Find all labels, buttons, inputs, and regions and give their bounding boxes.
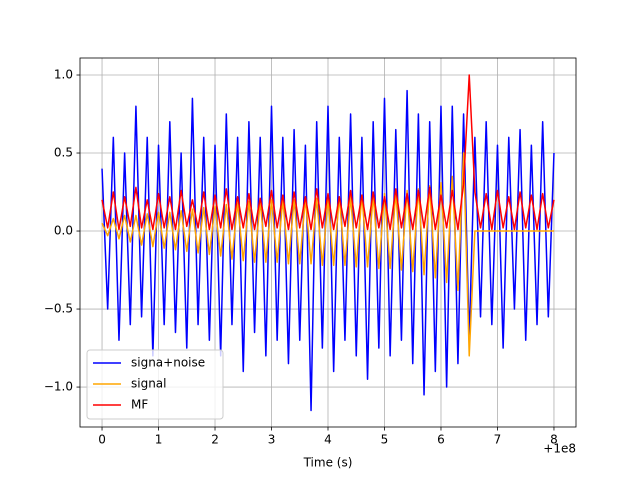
legend-label: signa+noise bbox=[131, 356, 205, 370]
x-tick-label: 6 bbox=[437, 433, 445, 447]
series-line bbox=[101, 89, 555, 412]
x-tick-label: 7 bbox=[494, 433, 502, 447]
y-tick-label: −1.0 bbox=[44, 380, 73, 394]
y-tick-label: 1.0 bbox=[54, 68, 73, 82]
x-tick-label: 2 bbox=[211, 433, 219, 447]
legend-label: MF bbox=[131, 398, 148, 412]
y-tick-label: 0.0 bbox=[54, 224, 73, 238]
x-tick-label: 8 bbox=[550, 433, 558, 447]
x-tick-label: 1 bbox=[155, 433, 163, 447]
x-tick-label: 4 bbox=[324, 433, 332, 447]
y-tick-label: 0.5 bbox=[54, 146, 73, 160]
legend-label: signal bbox=[131, 377, 167, 391]
x-offset-label: +1e8 bbox=[543, 442, 576, 456]
x-axis-label: Time (s) bbox=[303, 456, 353, 470]
y-tick-label: −0.5 bbox=[44, 302, 73, 316]
legend-box bbox=[86, 349, 224, 420]
x-tick-label: 5 bbox=[381, 433, 389, 447]
x-tick-label: 3 bbox=[268, 433, 276, 447]
x-tick-label: 0 bbox=[98, 433, 106, 447]
series-line bbox=[101, 74, 555, 231]
